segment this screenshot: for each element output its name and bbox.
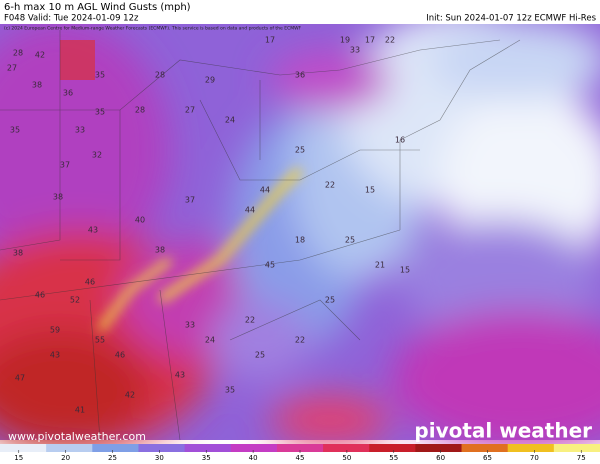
colorbar-label: 35 (202, 454, 211, 462)
borders (0, 30, 521, 441)
colorbar-segment (138, 444, 186, 452)
gust-value: 21 (375, 261, 385, 270)
colorbar-segment (323, 444, 370, 452)
gust-value: 33 (75, 126, 85, 135)
gust-value: 41 (75, 406, 85, 415)
gust-value: 19 (340, 36, 350, 45)
init-time: Init: Sun 2024-01-07 12z ECMWF Hi-Res (426, 14, 596, 24)
gust-value: 42 (125, 391, 135, 400)
gust-value: 28 (155, 71, 165, 80)
gust-value: 38 (13, 249, 23, 258)
header-bar (0, 0, 600, 24)
gust-value: 44 (260, 186, 270, 195)
gust-value: 25 (255, 351, 265, 360)
gust-value: 24 (205, 336, 215, 345)
colorbar-segment (415, 444, 463, 452)
gust-value: 18 (295, 236, 305, 245)
gust-value: 45 (265, 261, 275, 270)
colorbar-segment (0, 444, 47, 452)
watermark-brand: pivotal weather (414, 419, 592, 443)
gust-value: 36 (295, 71, 305, 80)
gust-value: 15 (400, 266, 410, 275)
gust-value: 24 (225, 116, 235, 125)
gust-value: 38 (32, 81, 42, 90)
gust-value: 17 (265, 36, 275, 45)
gust-value: 25 (345, 236, 355, 245)
gust-value: 46 (115, 351, 125, 360)
colorbar-segment (507, 444, 555, 452)
colorbar-label: 65 (483, 454, 492, 462)
colorbar-label: 75 (577, 454, 586, 462)
colorbar-label: 45 (296, 454, 305, 462)
colorbar-label: 15 (14, 454, 23, 462)
gust-value: 29 (205, 76, 215, 85)
colorbar-segment (46, 444, 93, 452)
watermark-url: www.pivotalweather.com (8, 430, 146, 443)
gust-value: 52 (70, 296, 80, 305)
gust-value: 28 (13, 49, 23, 58)
gust-value: 46 (85, 278, 95, 287)
gust-value: 32 (92, 151, 102, 160)
credit: (c) 2024 European Centre for Medium-rang… (4, 26, 302, 32)
gust-value: 36 (63, 89, 73, 98)
gust-value: 43 (88, 226, 98, 235)
colorbar-segment (92, 444, 139, 452)
gust-value: 22 (385, 36, 395, 45)
colorbar-segment (230, 444, 278, 452)
gust-value: 46 (35, 291, 45, 300)
gust-value: 35 (10, 126, 20, 135)
gust-value: 40 (135, 216, 145, 225)
gust-value: 27 (7, 64, 17, 73)
lake-patch (60, 40, 95, 80)
colorbar-segment (461, 444, 509, 452)
colorbar-label: 70 (530, 454, 539, 462)
gust-value: 25 (295, 146, 305, 155)
gust-value: 38 (155, 246, 165, 255)
colorbar-segment (369, 444, 416, 452)
gust-value: 22 (245, 316, 255, 325)
colorbar-label: 60 (436, 454, 445, 462)
gust-value: 17 (365, 36, 375, 45)
gust-value: 22 (325, 181, 335, 190)
gust-value: 38 (53, 193, 63, 202)
gust-value: 35 (95, 108, 105, 117)
gust-value: 15 (365, 186, 375, 195)
gust-value: 27 (185, 106, 195, 115)
gust-value: 43 (50, 351, 60, 360)
gust-value: 55 (95, 336, 105, 345)
colorbar-label: 50 (342, 454, 351, 462)
colorbar-label: 30 (155, 454, 164, 462)
gust-value: 35 (95, 71, 105, 80)
gust-value: 35 (225, 386, 235, 395)
title: 6-h max 10 m AGL Wind Gusts (mph) (4, 2, 191, 13)
gust-value: 22 (295, 336, 305, 345)
gust-value: 59 (50, 326, 60, 335)
gust-value: 28 (135, 106, 145, 115)
gust-value: 47 (15, 374, 25, 383)
gust-value: 37 (185, 196, 195, 205)
gust-value: 43 (175, 371, 185, 380)
colorbar-segment (184, 444, 232, 452)
gust-value: 33 (185, 321, 195, 330)
colorbar-segment (276, 444, 324, 452)
gust-value: 33 (350, 46, 360, 55)
gust-value: 37 (60, 161, 70, 170)
gust-value: 16 (395, 136, 405, 145)
field (0, 10, 600, 450)
colorbar-label: 25 (108, 454, 117, 462)
colorbar-label: 55 (389, 454, 398, 462)
valid-time: F048 Valid: Tue 2024-01-09 12z (4, 14, 139, 24)
colorbar-segment (553, 444, 600, 452)
colorbar-label: 40 (249, 454, 258, 462)
gust-value: 25 (325, 296, 335, 305)
gust-value: 42 (35, 51, 45, 60)
colorbar-label: 20 (61, 454, 70, 462)
gust-value: 44 (245, 206, 255, 215)
